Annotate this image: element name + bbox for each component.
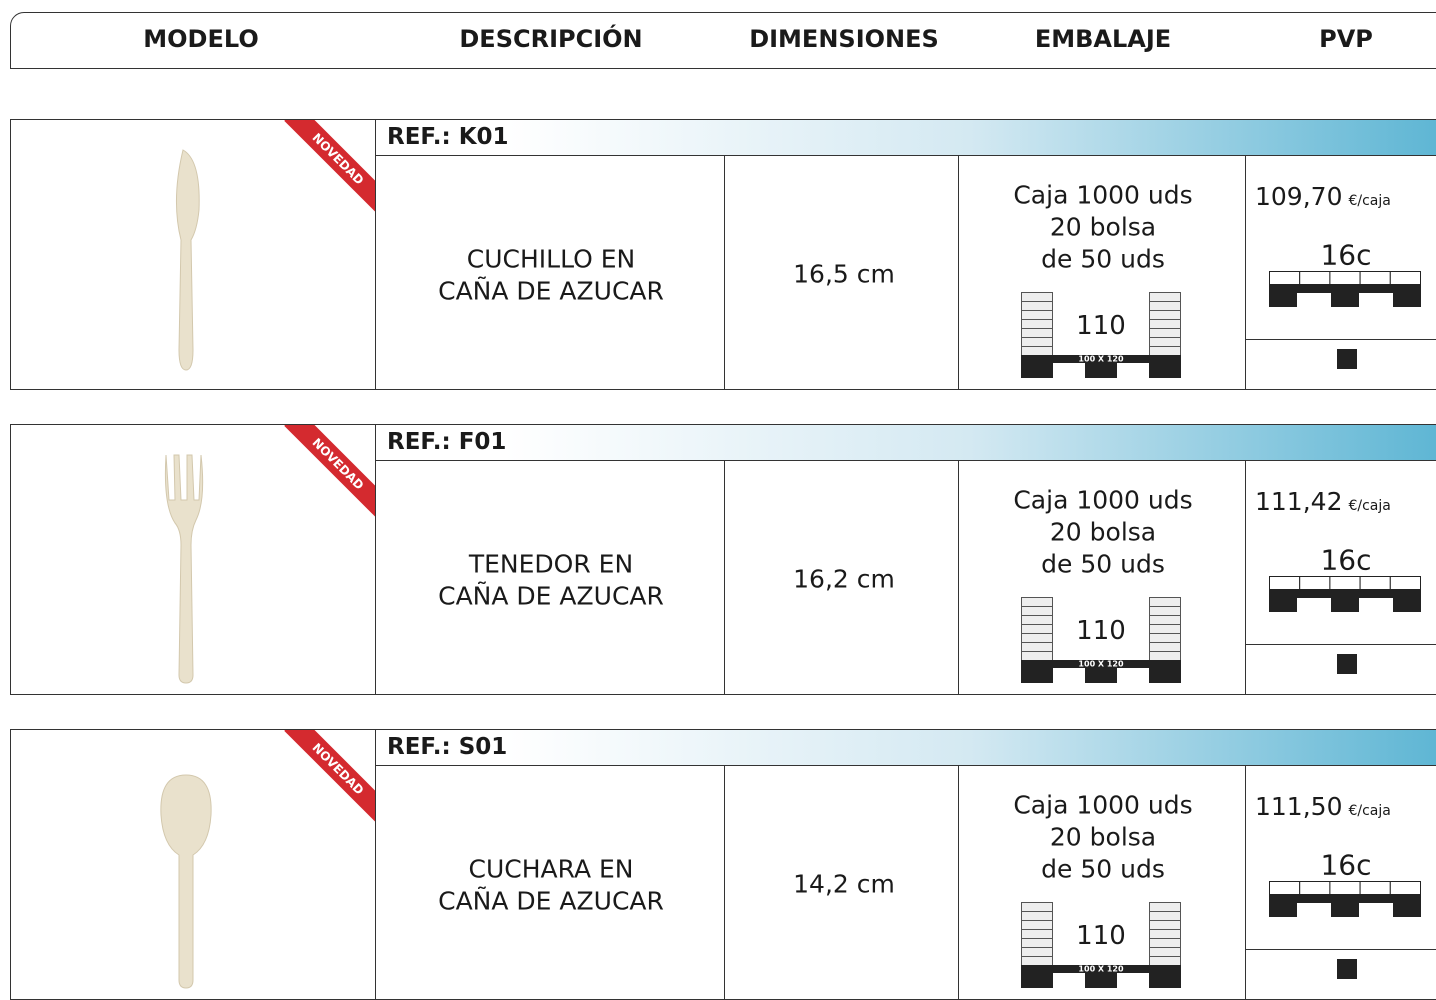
pallet-label: 16c: [1320, 238, 1372, 272]
pallet-icon: [1269, 576, 1422, 612]
description: TENEDOR EN: [468, 549, 634, 579]
price-line: 111,50 €/caja: [1255, 792, 1391, 821]
table-cell: [724, 766, 958, 999]
pallet-size: 100 X 120: [1078, 354, 1124, 364]
description: CUCHARA EN: [468, 854, 634, 884]
price-unit: €/caja: [1348, 498, 1391, 514]
table-cell: [375, 461, 724, 694]
square-icon: [1337, 349, 1357, 369]
product-image: [11, 425, 375, 694]
column-header: PVP: [1319, 25, 1373, 53]
table-cell: [724, 156, 958, 389]
pallet-size: 100 X 120: [1078, 659, 1124, 669]
description: CAÑA DE AZUCAR: [438, 886, 664, 916]
pallet-label: 16c: [1320, 543, 1372, 577]
table-cell: [958, 766, 1245, 999]
price-unit: €/caja: [1348, 803, 1391, 819]
table-cell: [1245, 461, 1436, 694]
product-image-cell: NOVEDAD: [11, 425, 375, 694]
product-image-cell: NOVEDAD: [11, 730, 375, 999]
pallet-size: 100 X 120: [1078, 964, 1124, 974]
ref-bar: REF.: S01: [375, 730, 1436, 766]
packaging: de 50 uds: [1041, 244, 1165, 274]
packaging: de 50 uds: [1041, 549, 1165, 579]
product-row: NOVEDAD REF.: K01 CUCHILLO EN CAÑA DE AZUCA…: [10, 119, 1436, 390]
pallet-graphic: 110 100 X 120: [1021, 597, 1181, 683]
packaging: Caja 1000 uds: [1013, 180, 1193, 210]
ref-bar: REF.: F01: [375, 425, 1436, 461]
product-image: [11, 120, 375, 389]
ref-bar: REF.: K01: [375, 120, 1436, 156]
dimensions: 14,2 cm: [793, 869, 895, 899]
divider: [1245, 949, 1436, 950]
pallet-icon: [1269, 881, 1422, 917]
product-image: [11, 730, 375, 999]
header: MODELO DESCRIPCIÓN DIMENSIONES EMBALAJE PVP: [10, 12, 1436, 69]
packaging: 20 bolsa: [1049, 517, 1157, 547]
product-row: NOVEDAD REF.: S01 CUCHARA EN CAÑA DE AZUCAR…: [10, 729, 1436, 1000]
description: CUCHILLO EN: [466, 244, 636, 274]
pallet-count: 110: [1076, 616, 1126, 646]
price: 111,50: [1255, 792, 1343, 821]
table-cell: [1245, 766, 1436, 999]
description: CAÑA DE AZUCAR: [438, 581, 664, 611]
pallet-count: 110: [1076, 311, 1126, 341]
packaging: de 50 uds: [1041, 854, 1165, 884]
table-cell: [724, 461, 958, 694]
price-line: 111,42 €/caja: [1255, 487, 1391, 516]
column-header: DIMENSIONES: [749, 25, 939, 53]
pallet-graphic: 110 100 X 120: [1021, 902, 1181, 988]
price: 111,42: [1255, 487, 1343, 516]
column-header: EMBALAJE: [1034, 25, 1172, 53]
product-image-cell: NOVEDAD: [11, 120, 375, 389]
packaging: 20 bolsa: [1049, 212, 1157, 242]
description: CAÑA DE AZUCAR: [438, 276, 664, 306]
pallet-label: 16c: [1320, 848, 1372, 882]
table-cell: [958, 156, 1245, 389]
packaging: 20 bolsa: [1049, 822, 1157, 852]
dimensions: 16,5 cm: [793, 259, 895, 289]
packaging: Caja 1000 uds: [1013, 485, 1193, 515]
divider: [1245, 644, 1436, 645]
dimensions: 16,2 cm: [793, 564, 895, 594]
product-row: NOVEDAD REF.: F01 TENEDOR EN CAÑA DE AZUCAR…: [10, 424, 1436, 695]
pallet-icon: [1269, 271, 1422, 307]
price: 109,70: [1255, 182, 1343, 211]
table-cell: [375, 766, 724, 999]
square-icon: [1337, 654, 1357, 674]
column-header: DESCRIPCIÓN: [459, 25, 643, 53]
pallet-count: 110: [1076, 921, 1126, 951]
pallet-graphic: 110 100 X 120: [1021, 292, 1181, 378]
divider: [1245, 339, 1436, 340]
table-cell: [958, 461, 1245, 694]
table-cell: [375, 156, 724, 389]
price-unit: €/caja: [1348, 193, 1391, 209]
table-cell: [1245, 156, 1436, 389]
square-icon: [1337, 959, 1357, 979]
packaging: Caja 1000 uds: [1013, 790, 1193, 820]
price-line: 109,70 €/caja: [1255, 182, 1391, 211]
column-header: MODELO: [143, 25, 259, 53]
